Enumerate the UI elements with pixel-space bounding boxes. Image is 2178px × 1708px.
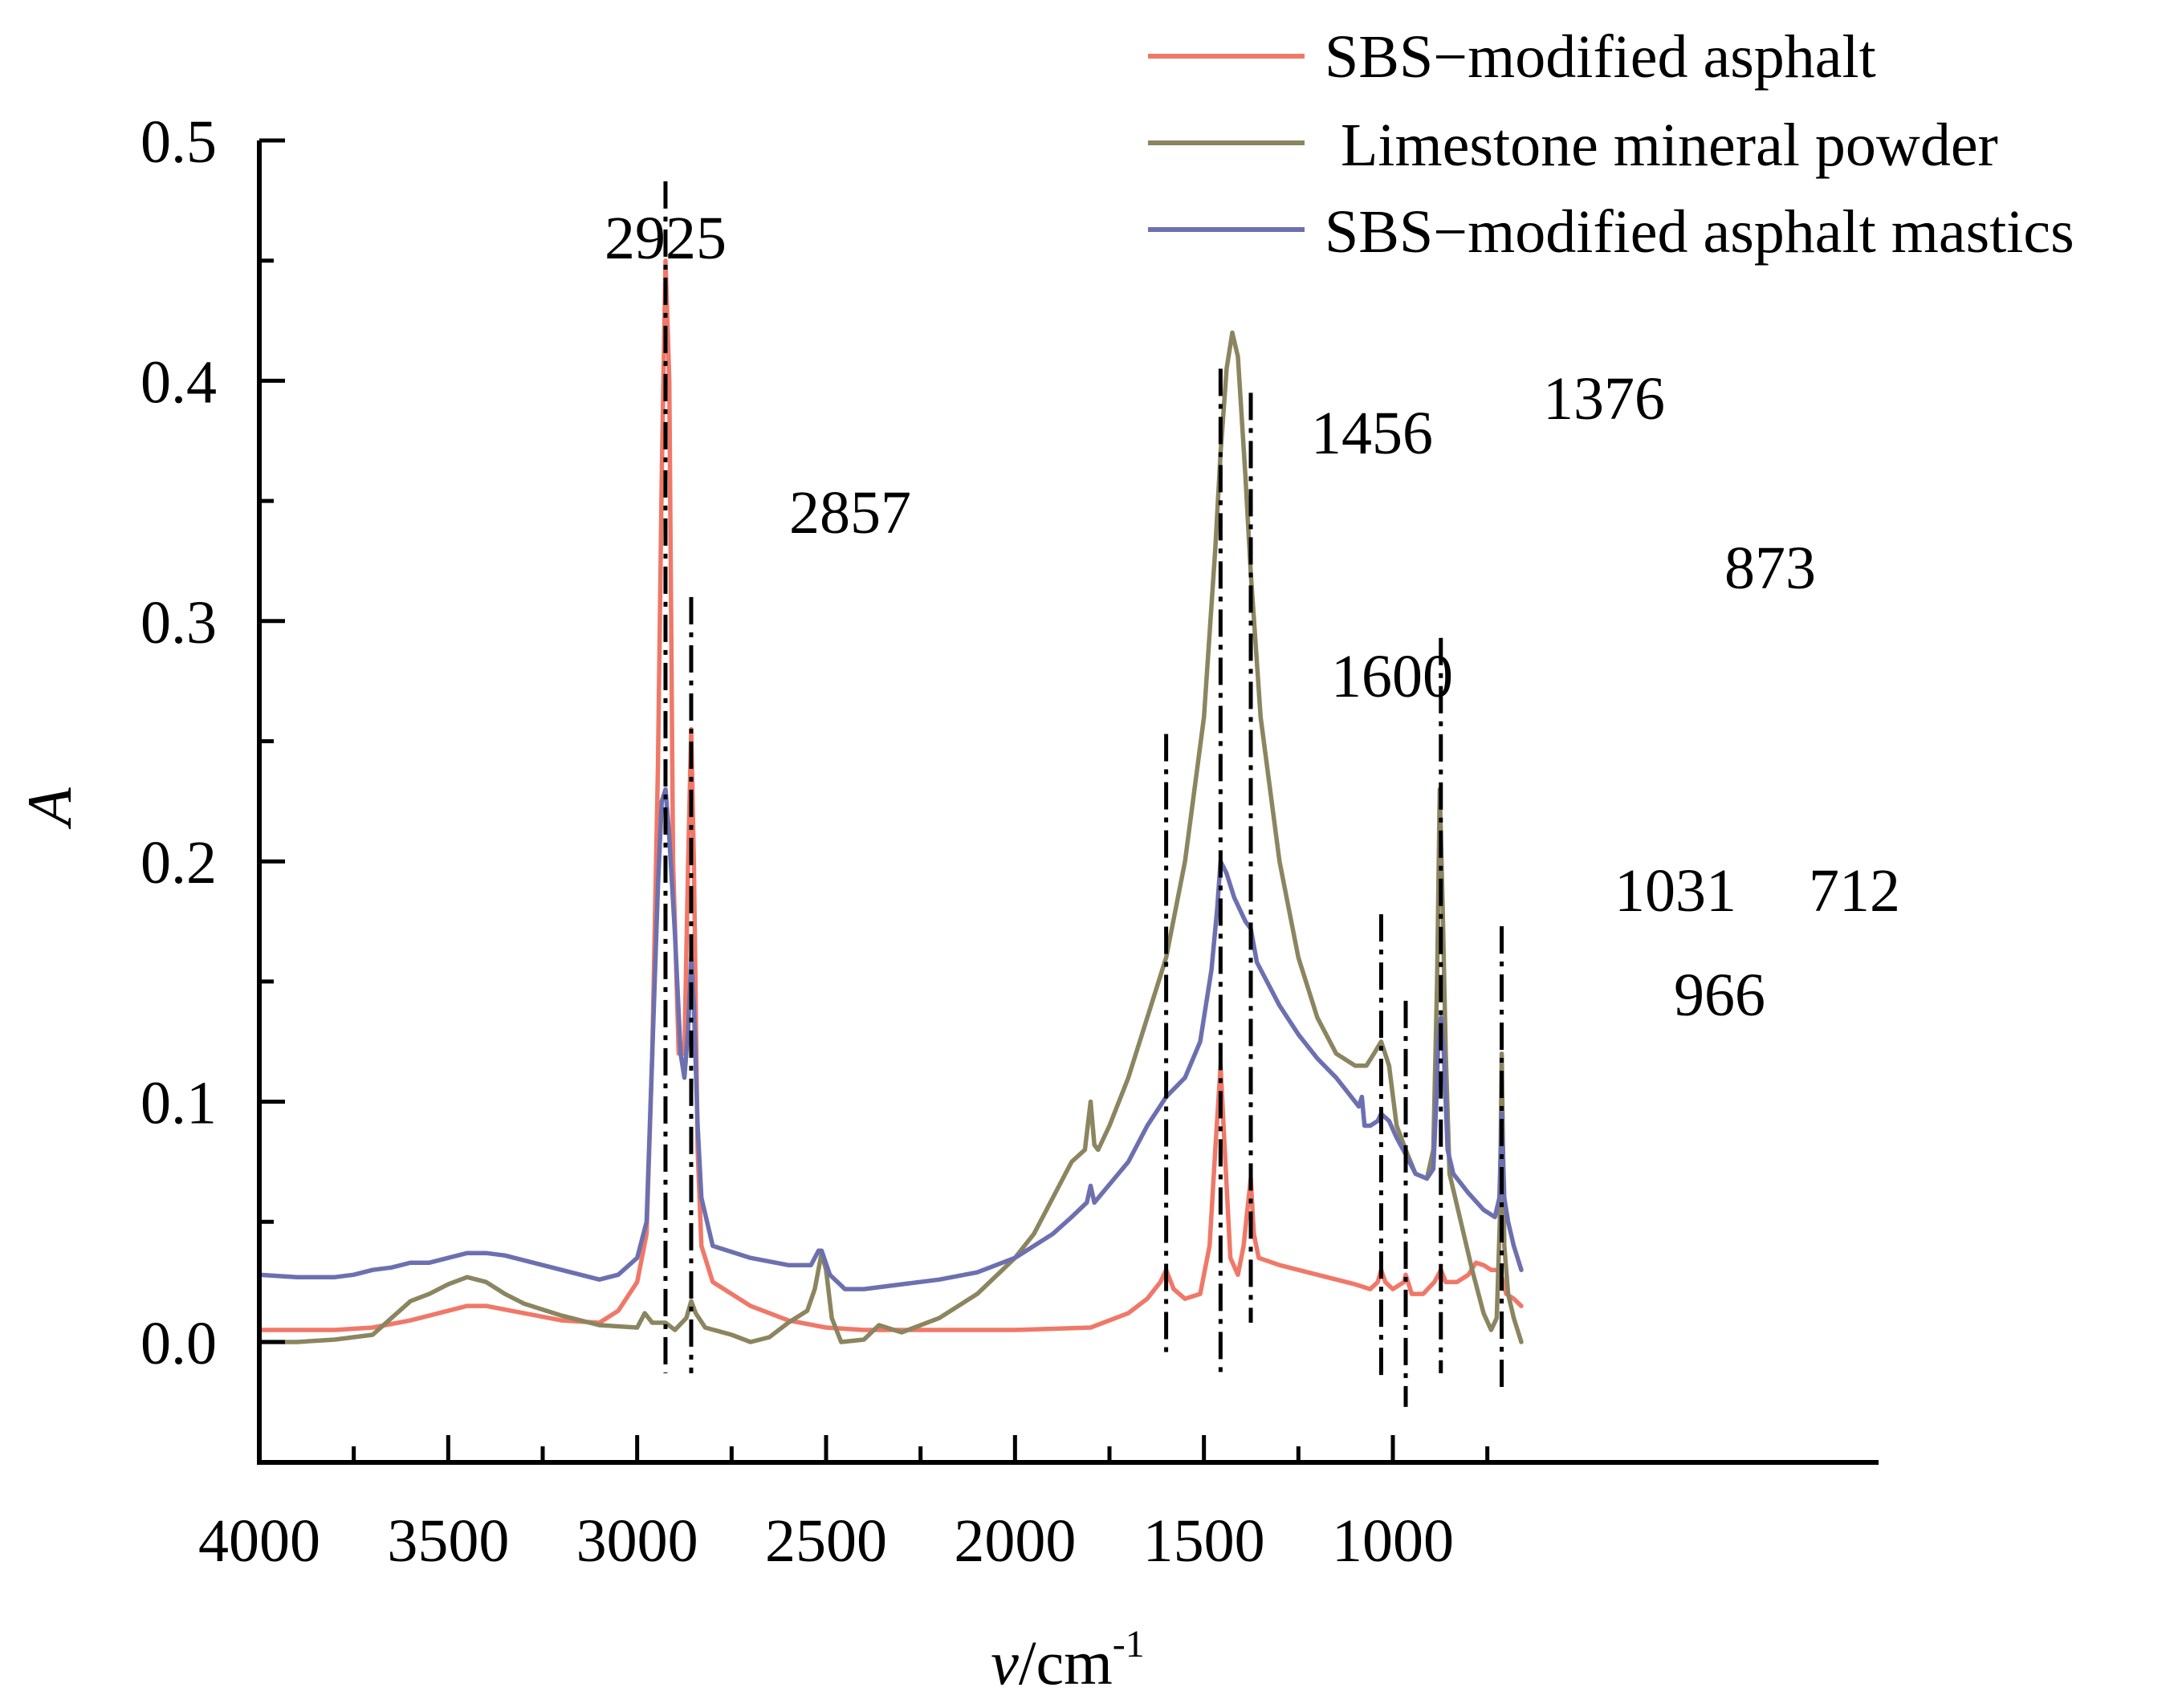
peak-label-1376: 1376: [1543, 365, 1665, 433]
x-tick-label: 1500: [1143, 1507, 1265, 1575]
legend-label-3: SBS−modified asphalt mastics: [1325, 198, 2074, 266]
peak-labels-layer: 2925 2857 1600 1456 1376 1031 966 873 712: [605, 205, 1900, 1029]
y-tick-label: 0.3: [140, 589, 217, 657]
x-tick-label: 3000: [576, 1507, 698, 1575]
series-line-1: [257, 258, 1524, 1332]
y-tick-label: 0.2: [140, 829, 217, 897]
x-tick-label: 2500: [765, 1507, 887, 1575]
axes-layer: [257, 140, 1879, 1465]
y-tick-label: 0.0: [140, 1310, 217, 1377]
peak-label-873: 873: [1724, 535, 1816, 602]
peak-label-712: 712: [1809, 857, 1900, 925]
x-axis-title-unit: /cm: [1019, 1628, 1113, 1698]
peak-label-2925: 2925: [605, 205, 727, 272]
x-axis-title-symbol: ν: [991, 1628, 1019, 1698]
y-tick-label: 0.1: [140, 1070, 217, 1137]
peak-label-966: 966: [1674, 962, 1765, 1029]
x-axis-title: ν/cm-1: [991, 1623, 1145, 1698]
x-tick-label: 2000: [954, 1507, 1076, 1575]
legend-label-1: SBS−modified asphalt: [1325, 23, 1876, 91]
legend: SBS−modified asphalt Limestone mineral po…: [1148, 23, 2074, 266]
plot-area: [257, 181, 1524, 1407]
x-tick-label: 1000: [1332, 1507, 1454, 1575]
peak-label-2857: 2857: [789, 479, 911, 547]
series-line-2: [257, 330, 1524, 1344]
peak-label-1456: 1456: [1311, 400, 1433, 467]
y-axis-title: A: [14, 787, 84, 830]
x-tick-label: 3500: [387, 1507, 509, 1575]
peak-label-1031: 1031: [1614, 857, 1736, 925]
x-tick-label: 4000: [198, 1507, 320, 1575]
y-tick-label: 0.5: [140, 108, 217, 176]
legend-label-2: Limestone mineral powder: [1341, 112, 1998, 179]
series-line-3: [257, 787, 1524, 1291]
peak-label-1600: 1600: [1331, 643, 1453, 710]
peak-marker-layer: [663, 181, 1504, 1407]
y-tick-label: 0.4: [140, 348, 217, 416]
ticks-layer: 0.0 0.1 0.2 0.3 0.4 0.5 4000 3500 3000 2500 2000 15…: [140, 108, 1490, 1575]
x-axis-title-exponent: -1: [1113, 1623, 1145, 1665]
series-layer: [257, 258, 1524, 1344]
